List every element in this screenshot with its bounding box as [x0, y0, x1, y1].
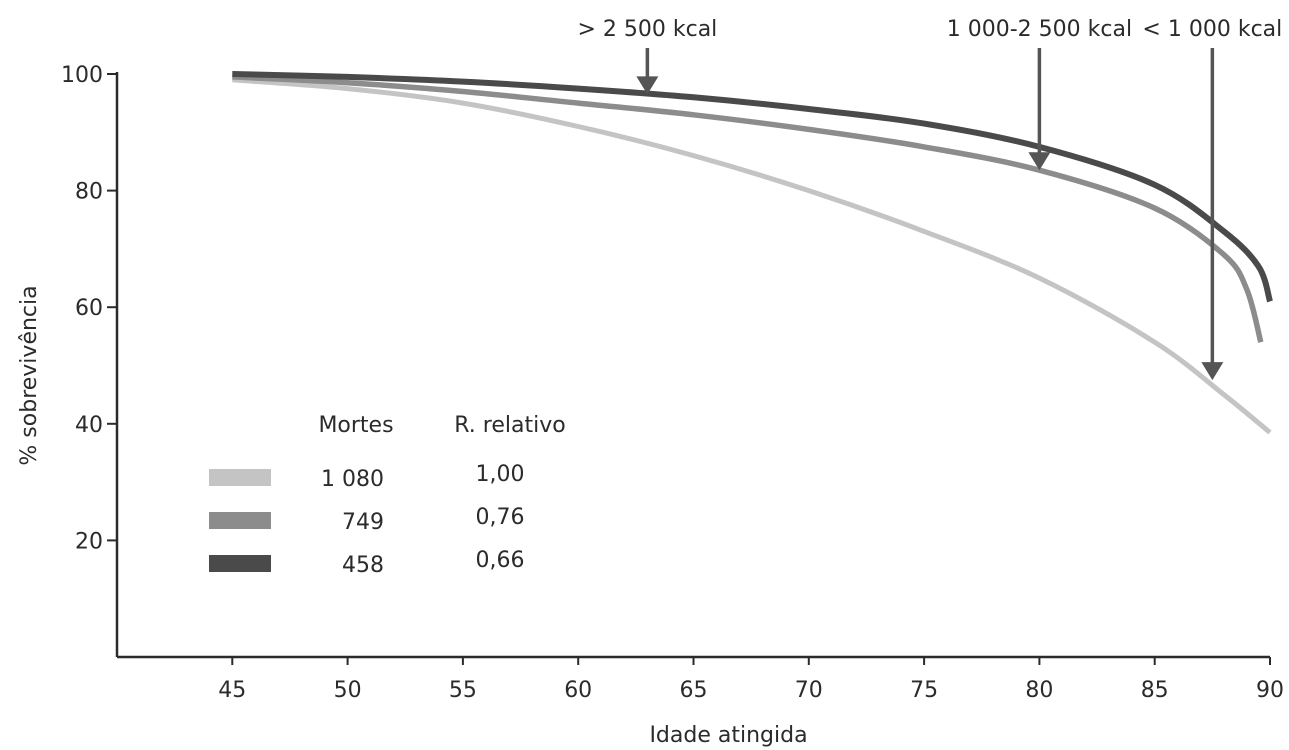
x-tick-label: 75 — [910, 678, 938, 703]
x-tick-label: 60 — [564, 678, 592, 703]
legend-swatch — [209, 469, 271, 486]
x-tick-label: 65 — [680, 678, 708, 703]
y-tick-label: 60 — [75, 296, 103, 321]
x-tick-label: 45 — [218, 678, 246, 703]
y-tick-label: 80 — [75, 180, 103, 205]
legend-header-deaths: Mortes — [318, 413, 393, 438]
legend-deaths-value: 749 — [342, 510, 384, 535]
axes: 45 50 55 60 65 70 75 80 85 90 20 40 60 80 100 Idade ati… — [17, 63, 1284, 748]
annotation-label: > 2 500 kcal — [577, 17, 717, 42]
series-line-2 — [232, 74, 1264, 343]
x-tick-label: 50 — [334, 678, 362, 703]
legend-deaths-value: 458 — [342, 553, 384, 578]
legend: Mortes R. relativo 1 080 1,00 749 0,76 458 0,66 — [209, 413, 566, 578]
y-tick-label: 20 — [75, 529, 103, 554]
legend-relative-risk-value: 1,00 — [476, 462, 525, 487]
annotation-label: 1 000-2 500 kcal — [947, 17, 1132, 42]
legend-relative-risk-value: 0,66 — [476, 548, 525, 573]
x-tick-label: 70 — [795, 678, 823, 703]
annotation-label: < 1 000 kcal — [1142, 17, 1282, 42]
y-tick-label: 40 — [75, 413, 103, 438]
x-tick-label: 55 — [449, 678, 477, 703]
annotation-1: > 2 500 kcal — [577, 17, 717, 95]
legend-relative-risk-value: 0,76 — [476, 505, 525, 530]
x-tick-label: 80 — [1025, 678, 1053, 703]
annotation-arrow-head — [1201, 362, 1224, 381]
legend-deaths-value: 1 080 — [321, 467, 384, 492]
x-tick-label: 90 — [1256, 678, 1284, 703]
annotation-arrow-head — [636, 76, 659, 95]
annotation-arrow-head — [1028, 152, 1051, 171]
x-axis-title: Idade atingida — [649, 723, 807, 748]
legend-swatch — [209, 555, 271, 572]
legend-header-relative-risk: R. relativo — [454, 413, 565, 438]
y-tick-label: 100 — [61, 63, 103, 88]
annotations: > 2 500 kcal 1 000-2 500 kcal < 1 000 kcal — [577, 17, 1282, 381]
y-axis-title: % sobrevivência — [17, 285, 42, 465]
annotation-2: 1 000-2 500 kcal — [947, 17, 1132, 171]
annotation-3: < 1 000 kcal — [1142, 17, 1282, 381]
series-lines — [232, 71, 1273, 435]
legend-swatch — [209, 512, 271, 529]
series-line-3 — [232, 71, 1273, 303]
x-tick-label: 85 — [1141, 678, 1169, 703]
series-line-1 — [232, 77, 1272, 435]
